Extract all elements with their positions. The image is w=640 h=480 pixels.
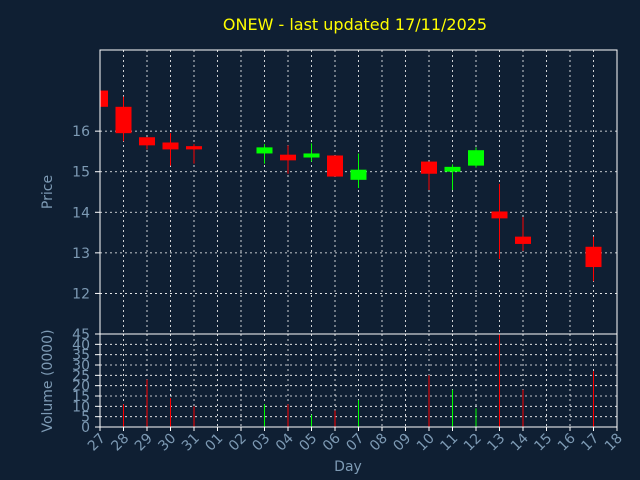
- x-axis-label: Day: [334, 459, 362, 475]
- volume-tick-label: 0: [81, 420, 90, 436]
- volume-tick-label: 40: [72, 337, 90, 353]
- price-tick-label: 12: [72, 286, 90, 302]
- candle-body: [115, 106, 132, 134]
- x-tick-label: 01: [202, 431, 226, 455]
- volume-tick-label: 35: [72, 348, 90, 364]
- candle-body: [186, 146, 202, 150]
- x-tick-label: 30: [155, 431, 179, 455]
- volume-tick-label: 15: [72, 389, 90, 405]
- price-axis-ticks: 12 13 14 15 16: [72, 124, 100, 302]
- price-tick-label: 15: [72, 165, 90, 181]
- candle-body: [100, 90, 108, 107]
- x-tick-label: 06: [320, 430, 344, 454]
- price-tick-label: 13: [72, 246, 90, 262]
- candle-body: [303, 153, 320, 158]
- x-tick-label: 03: [249, 431, 273, 455]
- x-tick-label: 31: [179, 431, 203, 455]
- candle-body: [162, 142, 179, 150]
- x-tick-label: 11: [437, 431, 461, 455]
- x-tick-label: 18: [602, 431, 626, 455]
- x-tick-label: 16: [555, 430, 579, 454]
- candle-body: [421, 161, 437, 174]
- x-tick-label: 07: [343, 431, 367, 455]
- x-tick-label: 12: [461, 431, 485, 455]
- candle-body: [280, 154, 296, 161]
- x-tick-label: 02: [226, 431, 250, 455]
- candle-body: [585, 246, 602, 268]
- chart-title: ONEW - last updated 17/11/2025: [223, 15, 487, 34]
- candle-body: [327, 155, 343, 177]
- x-tick-label: 28: [108, 431, 132, 455]
- x-tick-label: 05: [296, 431, 320, 455]
- volume-tick-label: 45: [72, 327, 90, 343]
- x-tick-label: 04: [273, 430, 297, 454]
- volume-tick-label: 25: [72, 368, 90, 384]
- candle-body: [350, 169, 367, 180]
- x-tick-label: 17: [578, 431, 602, 455]
- price-axis-label: Price: [40, 175, 56, 209]
- x-tick-label: 14: [508, 430, 532, 454]
- candle-body: [491, 211, 508, 219]
- x-tick-label: 15: [531, 431, 555, 455]
- x-tick-label: 13: [484, 431, 508, 455]
- volume-axis-label: Volume (0000): [40, 329, 56, 432]
- volume-tick-label: 10: [72, 399, 90, 415]
- x-tick-label: 09: [390, 431, 414, 455]
- x-axis-ticks: 27 28 29 30 31 01 02 03 04 05 06 07 08 09 10 11 12 13 14 15…: [85, 427, 626, 454]
- x-tick-label: 08: [367, 431, 391, 455]
- grid-lines: [100, 50, 617, 427]
- candle-body: [468, 150, 484, 166]
- candle-body: [139, 137, 155, 146]
- volume-tick-label: 5: [81, 410, 90, 426]
- candle-body: [256, 147, 273, 154]
- candle-body: [515, 236, 531, 244]
- price-tick-label: 14: [72, 205, 90, 221]
- volume-bars: [123, 334, 594, 427]
- x-tick-label: 29: [132, 431, 156, 455]
- volume-tick-label: 30: [72, 358, 90, 374]
- x-tick-label: 10: [414, 431, 438, 455]
- candles: [99, 90, 602, 282]
- price-tick-label: 16: [72, 124, 90, 140]
- candle-body: [444, 166, 461, 172]
- volume-tick-label: 20: [72, 379, 90, 395]
